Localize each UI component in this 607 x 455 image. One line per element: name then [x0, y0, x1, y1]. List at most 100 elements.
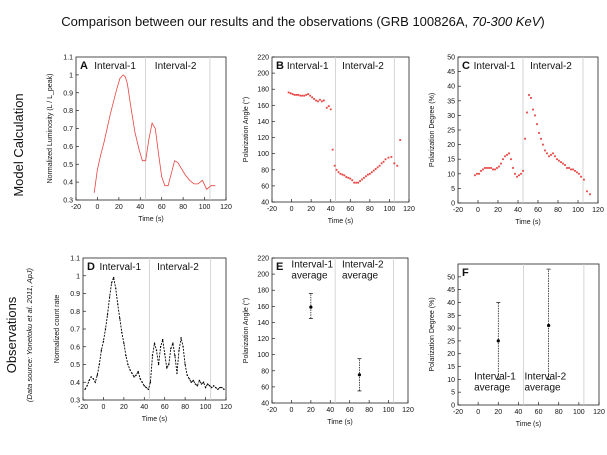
data-point [337, 171, 340, 174]
data-point [208, 385, 211, 387]
y-tick-label: 25 [447, 128, 455, 135]
data-point [192, 379, 195, 382]
data-point [488, 167, 490, 169]
x-tick-label: 100 [384, 206, 396, 213]
panel-e-observed-polarization-angle: -20 0 20 40 60 80 100 120 40 60 80 100 120 140 160 180 2… [242, 256, 414, 427]
data-point [382, 160, 385, 163]
y-tick-label: 100 [257, 151, 269, 158]
y-tick-label-top: 1.1 [70, 256, 80, 263]
data-point [213, 385, 215, 387]
data-point [357, 373, 362, 377]
x-tick-label: 40 [515, 409, 523, 416]
x-tick-label: 40 [514, 207, 522, 214]
data-point [149, 381, 152, 383]
data-point [586, 190, 588, 193]
data-point [558, 159, 560, 162]
y-axis-label: Polarization Degree (%) [429, 297, 436, 371]
y-tick-label: 1 [69, 72, 73, 79]
data-point [104, 328, 107, 330]
y-axis-label: Normalized Luminosity (L / L_peak) [47, 74, 54, 184]
plot-frame [271, 56, 410, 203]
data-point [384, 158, 387, 161]
x-tick-label: 100 [572, 207, 584, 214]
data-point [106, 314, 109, 316]
y-tick-label: 35 [447, 98, 455, 105]
data-point [223, 388, 225, 391]
data-point [520, 172, 522, 175]
panel-b-model-polarization-angle: -20 0 20 40 60 80 100 120 40 60 80 100 120 140 160 180 2… [242, 55, 415, 226]
x-tick-label: 20 [494, 207, 502, 214]
data-point [574, 169, 576, 172]
y-tick-label: 120 [257, 135, 269, 142]
y-tick-label: 0.6 [63, 144, 73, 151]
data-point [153, 342, 156, 344]
x-axis-label: Time (s) [142, 416, 167, 423]
data-point [528, 94, 530, 96]
data-point [319, 98, 321, 101]
data-point [359, 180, 361, 182]
data-point [293, 93, 296, 96]
data-point [161, 338, 164, 341]
x-tick-label: 0 [476, 207, 480, 214]
x-tick-label: 120 [220, 404, 232, 411]
x-tick-label: 80 [366, 206, 374, 213]
data-point [512, 167, 514, 169]
y-tick-label: 10 [447, 377, 455, 384]
y-tick-label: 25 [447, 338, 455, 345]
annotation-label: average [474, 382, 511, 393]
data-point [125, 354, 127, 357]
x-tick-label: 80 [179, 204, 187, 211]
data-point [560, 161, 562, 164]
data-point [121, 331, 123, 334]
y-tick-label: 0.3 [63, 198, 73, 205]
data-point [554, 155, 556, 158]
y-tick-label: 50 [447, 55, 455, 62]
data-point [542, 143, 544, 146]
data-point [399, 139, 402, 141]
panel-letter: D [87, 261, 95, 273]
data-point [476, 172, 478, 175]
data-point [211, 386, 213, 389]
data-point [331, 148, 334, 151]
x-tick-label: 120 [593, 409, 605, 416]
data-point [112, 276, 115, 279]
data-point [303, 94, 306, 97]
data-point [550, 153, 552, 156]
data-point [151, 354, 154, 357]
x-tick-label: -20 [453, 409, 463, 416]
interval-2-label: Interval-2 [342, 61, 384, 72]
data-point [583, 178, 585, 181]
data-point [353, 181, 356, 184]
annotation-label: average [524, 382, 561, 393]
y-tick-label: 60 [261, 384, 269, 391]
data-point [174, 354, 176, 357]
panel-f-observed-polarization-degree: -20 0 20 40 60 80 100 12005101520253035404550Ti… [429, 263, 605, 428]
data-point [480, 169, 482, 172]
y-tick-label: 100 [257, 352, 269, 359]
data-point [504, 155, 506, 158]
annotation-label: Interval-2 [524, 371, 566, 382]
data-point [518, 174, 520, 177]
data-point [492, 168, 494, 171]
x-axis-label: Time (s) [327, 419, 352, 426]
y-tick-label: 180 [257, 87, 269, 94]
y-tick-label: 10 [447, 171, 455, 178]
series-line [93, 74, 216, 193]
x-axis-label: Time (s) [516, 421, 541, 428]
y-tick-label: 15 [447, 364, 455, 371]
data-point [351, 179, 354, 182]
x-tick-label: 80 [181, 404, 189, 411]
interval-2-label: Interval-2 [530, 61, 572, 72]
data-point [108, 296, 111, 298]
data-point [526, 111, 528, 114]
data-point [524, 137, 526, 140]
panel-letter: E [276, 261, 283, 273]
y-tick-label: 20 [447, 351, 455, 358]
data-point [482, 168, 484, 171]
data-point [133, 376, 135, 378]
data-point [341, 173, 344, 176]
y-tick-label-top: 1.1 [63, 55, 73, 62]
x-tick-label: 20 [115, 204, 123, 211]
y-tick-label: 80 [261, 368, 269, 375]
data-point [123, 342, 125, 344]
